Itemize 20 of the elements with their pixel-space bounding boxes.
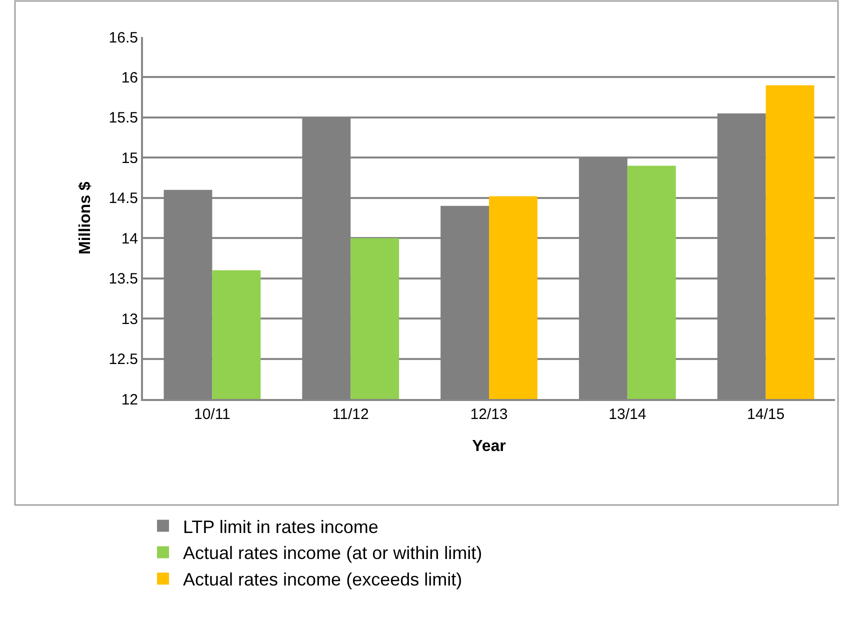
y-tick-label: 15 <box>121 150 138 167</box>
x-tick-label: 10/11 <box>194 406 230 423</box>
y-tick-label: 12 <box>121 391 138 408</box>
y-tick-label: 14 <box>121 230 138 248</box>
y-tick-label: 12.5 <box>108 351 138 368</box>
x-axis-title: Year <box>472 438 506 456</box>
y-tick-label: 15.5 <box>108 110 138 127</box>
legend-label: Actual rates income (exceeds limit) <box>183 570 462 590</box>
x-tick-label: 14/15 <box>747 406 785 423</box>
x-tick-label: 13/14 <box>608 406 646 423</box>
y-tick-label: 16.5 <box>108 29 138 46</box>
x-tick-label: 12/13 <box>470 406 508 423</box>
legend-label: Actual rates income (at or within limit) <box>183 543 482 564</box>
y-tick-label: 16 <box>121 69 138 86</box>
x-tick-label: 11/12 <box>332 406 369 423</box>
y-tick-label: 13.5 <box>108 270 138 288</box>
y-tick-label: 13 <box>121 310 138 328</box>
y-axis-title: Millions $ <box>77 181 94 254</box>
y-tick-label: 14.5 <box>108 190 138 208</box>
legend-label: LTP limit in rates income <box>183 516 378 537</box>
